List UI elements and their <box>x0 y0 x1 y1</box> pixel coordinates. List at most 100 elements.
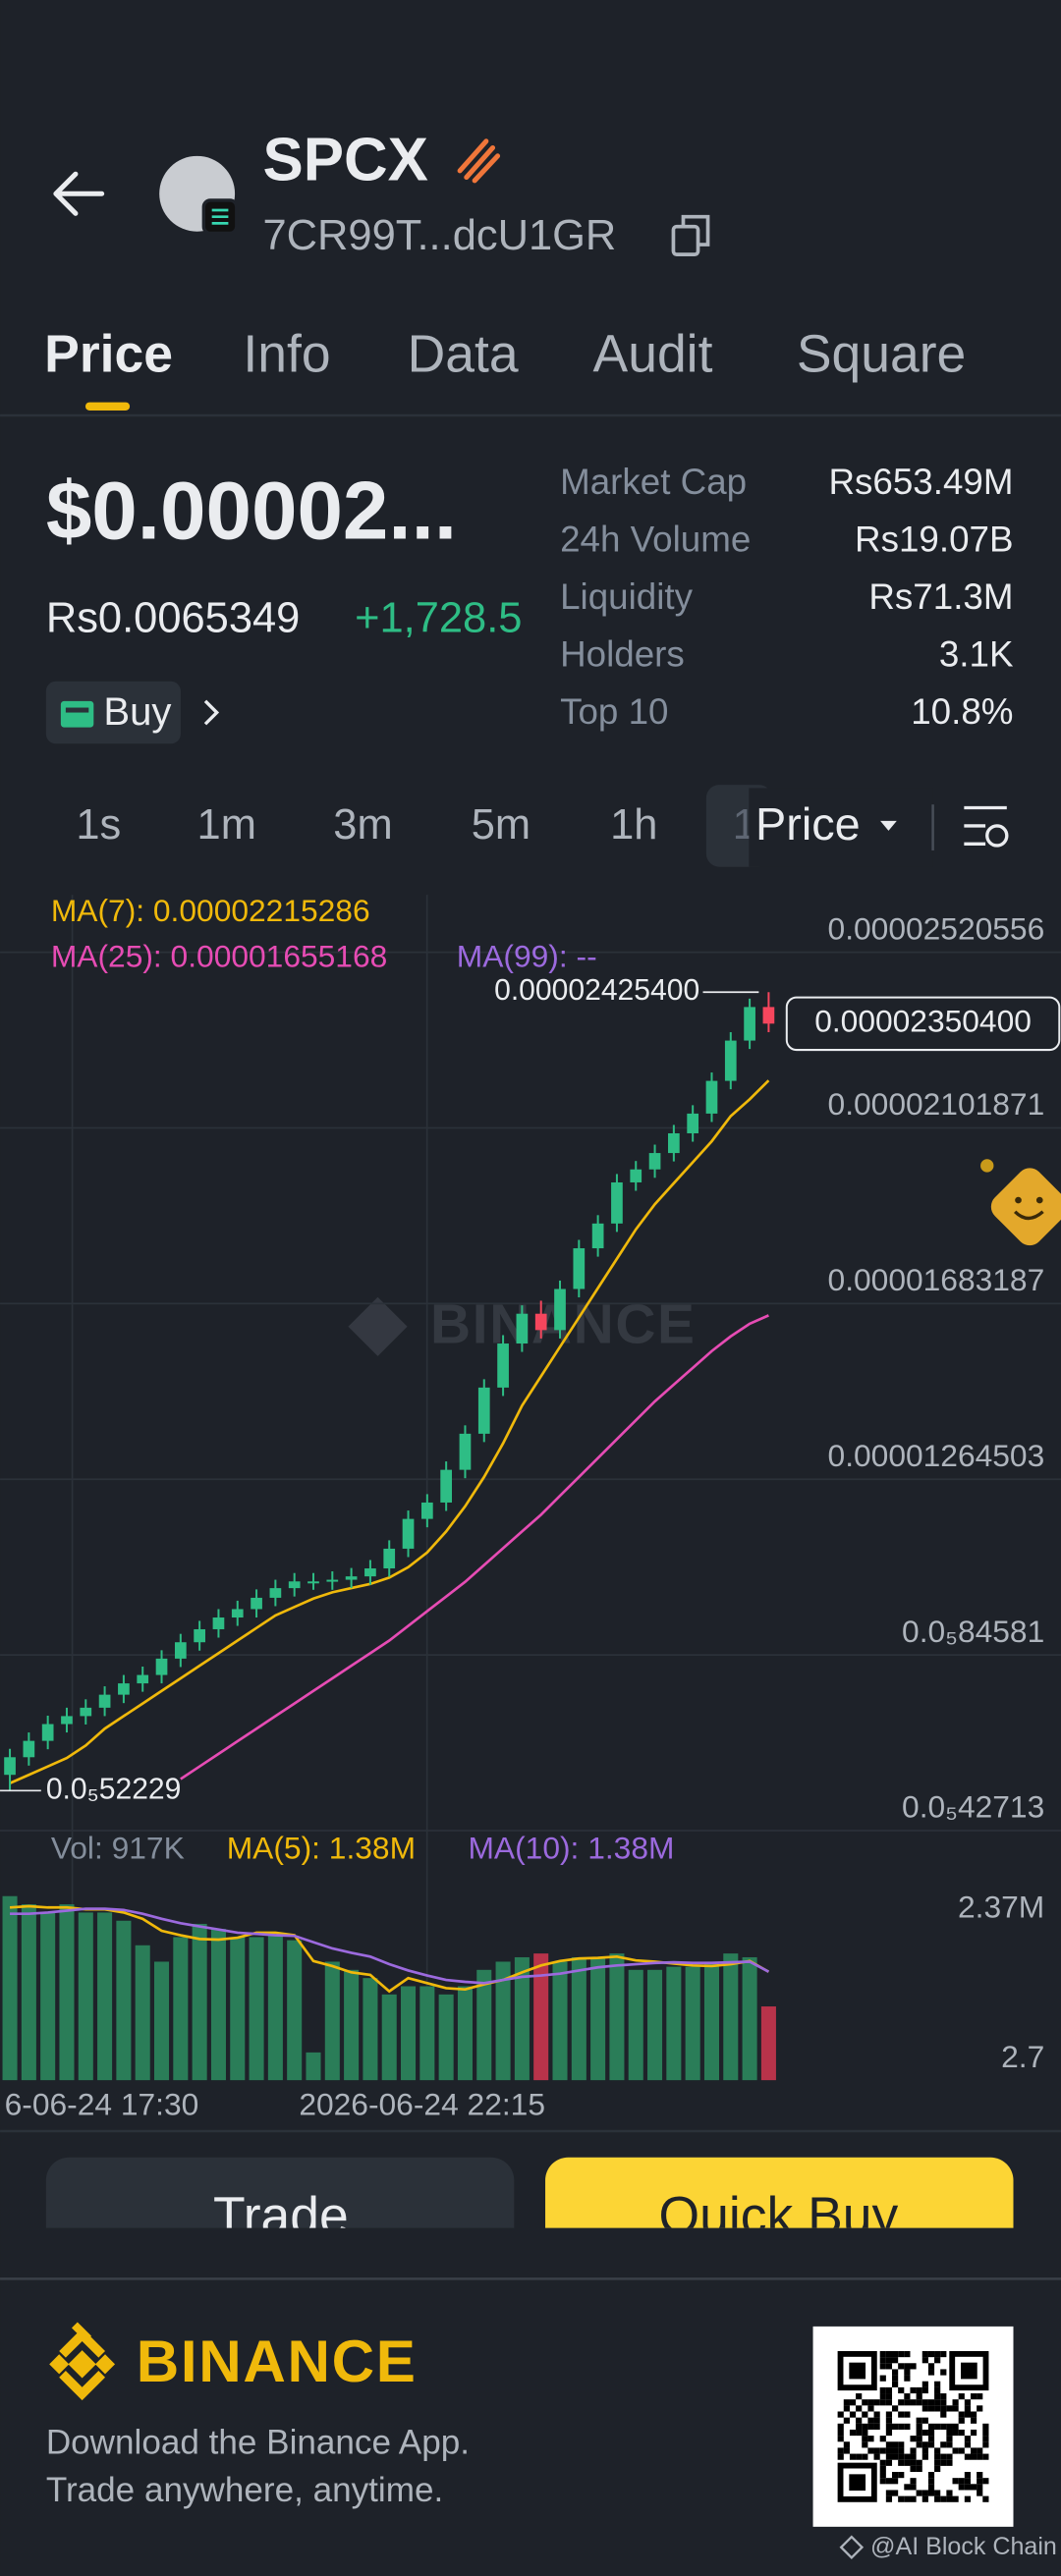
interval[interactable]: 5m <box>472 801 530 849</box>
qr-module <box>940 2399 947 2406</box>
qr-module <box>958 2411 965 2418</box>
volume-bar <box>344 1969 360 2081</box>
dropdown-caret <box>880 820 897 831</box>
qr-module <box>946 2436 953 2442</box>
volume-bar <box>760 2006 776 2081</box>
y-tick-label: 0.00002520556 <box>828 910 1045 946</box>
candle-body <box>534 1313 547 1331</box>
copy-button[interactable] <box>671 214 710 256</box>
qr-module <box>856 2405 863 2412</box>
qr-module <box>970 2447 977 2454</box>
candle-body <box>516 1313 529 1344</box>
qr-module <box>940 2369 947 2376</box>
qr-module <box>867 2436 874 2442</box>
qr-module <box>904 2459 911 2466</box>
qr-module <box>940 2459 947 2466</box>
qr-module <box>946 2459 953 2466</box>
qr-module <box>977 2453 983 2460</box>
emoji-badge[interactable] <box>985 1163 1061 1251</box>
qr-module <box>977 2484 983 2491</box>
qr-module <box>970 2484 977 2491</box>
qr-module <box>885 2350 893 2358</box>
qr-module <box>885 2447 893 2454</box>
stat-value: 10.8% <box>911 691 1013 732</box>
volume-bar <box>78 1912 93 2081</box>
qr-module <box>867 2417 874 2424</box>
tab[interactable]: Price <box>44 326 173 384</box>
price-usd: $0.00002... <box>46 465 457 557</box>
settings-icon[interactable] <box>964 805 1009 848</box>
interval[interactable]: 1m <box>197 801 256 849</box>
y-tick-label: 0.0₅84581 <box>902 1614 1044 1649</box>
qr-module <box>891 2375 899 2382</box>
back-button[interactable] <box>53 171 105 216</box>
footer-line: Trade anywhere, anytime. <box>46 2471 443 2509</box>
tab[interactable]: Square <box>797 326 966 384</box>
qr-module <box>958 2484 965 2491</box>
qr-module <box>867 2423 874 2430</box>
qr-module <box>958 2429 965 2437</box>
qr-module <box>849 2399 857 2406</box>
qr-module <box>982 2495 989 2502</box>
candle-body <box>288 1581 301 1589</box>
volume-bar <box>571 1956 586 2081</box>
qr-module <box>879 2375 886 2382</box>
volume-bar <box>267 1934 283 2081</box>
chevron <box>203 699 220 726</box>
qr-module <box>904 2399 911 2406</box>
chart-mode[interactable]: Price <box>755 798 861 850</box>
qr-finder <box>961 2362 977 2380</box>
qr-module <box>891 2478 899 2485</box>
qr-module <box>982 2429 989 2437</box>
qr-module <box>952 2495 959 2502</box>
qr-module <box>934 2465 941 2473</box>
qr-module <box>946 2453 953 2460</box>
volume-bar <box>381 1994 397 2081</box>
qr-module <box>958 2478 965 2485</box>
qr-module <box>921 2357 928 2364</box>
qr-finder <box>849 2362 866 2380</box>
volume-bar <box>590 1958 606 2081</box>
volume-bar <box>40 1912 56 2081</box>
candle-body <box>251 1597 262 1610</box>
tab[interactable]: Info <box>243 326 330 384</box>
volume-bar <box>153 1961 170 2081</box>
interval[interactable]: 1h <box>610 801 657 849</box>
qr-module <box>927 2436 935 2442</box>
qr-module <box>879 2465 886 2473</box>
ma-legend: MA(25): 0.00001655168 <box>51 939 387 974</box>
trade-button[interactable] <box>45 2157 515 2273</box>
quick-buy-label[interactable]: Quick Buy <box>659 2187 899 2245</box>
qr-module <box>885 2429 893 2437</box>
qr-module <box>885 2490 893 2496</box>
qr-module <box>837 2429 844 2437</box>
qr-module <box>940 2393 947 2400</box>
ma-legend: MA(7): 0.00002215286 <box>51 893 370 928</box>
qr-module <box>904 2375 911 2382</box>
buy-label[interactable]: Buy <box>103 689 171 734</box>
qr-module <box>934 2381 941 2387</box>
interval[interactable]: 1s <box>76 801 121 849</box>
interval[interactable]: 3m <box>333 801 392 849</box>
tab[interactable]: Data <box>408 326 519 384</box>
candle-body <box>554 1288 566 1331</box>
tab-indicator <box>84 402 131 411</box>
trade-label[interactable]: Trade <box>213 2187 349 2245</box>
qr-module <box>898 2495 905 2502</box>
volume-bar <box>457 1986 473 2081</box>
watermark-icon <box>348 1296 408 1356</box>
candle-body <box>364 1568 376 1577</box>
volume-bar <box>59 1904 75 2081</box>
qr-module <box>904 2423 911 2430</box>
candle-body <box>687 1113 699 1133</box>
ma-legend: MA(99): -- <box>457 939 597 974</box>
volume-bar <box>287 1940 303 2081</box>
tab[interactable]: Audit <box>593 326 713 384</box>
buy-chip[interactable] <box>45 681 181 744</box>
qr-module <box>910 2447 917 2454</box>
qr-module <box>934 2447 941 2454</box>
last-price-label: 0.00002350400 <box>814 1004 1032 1039</box>
quick-buy-button[interactable] <box>545 2157 1014 2273</box>
stat-label: Market Cap <box>560 462 747 502</box>
